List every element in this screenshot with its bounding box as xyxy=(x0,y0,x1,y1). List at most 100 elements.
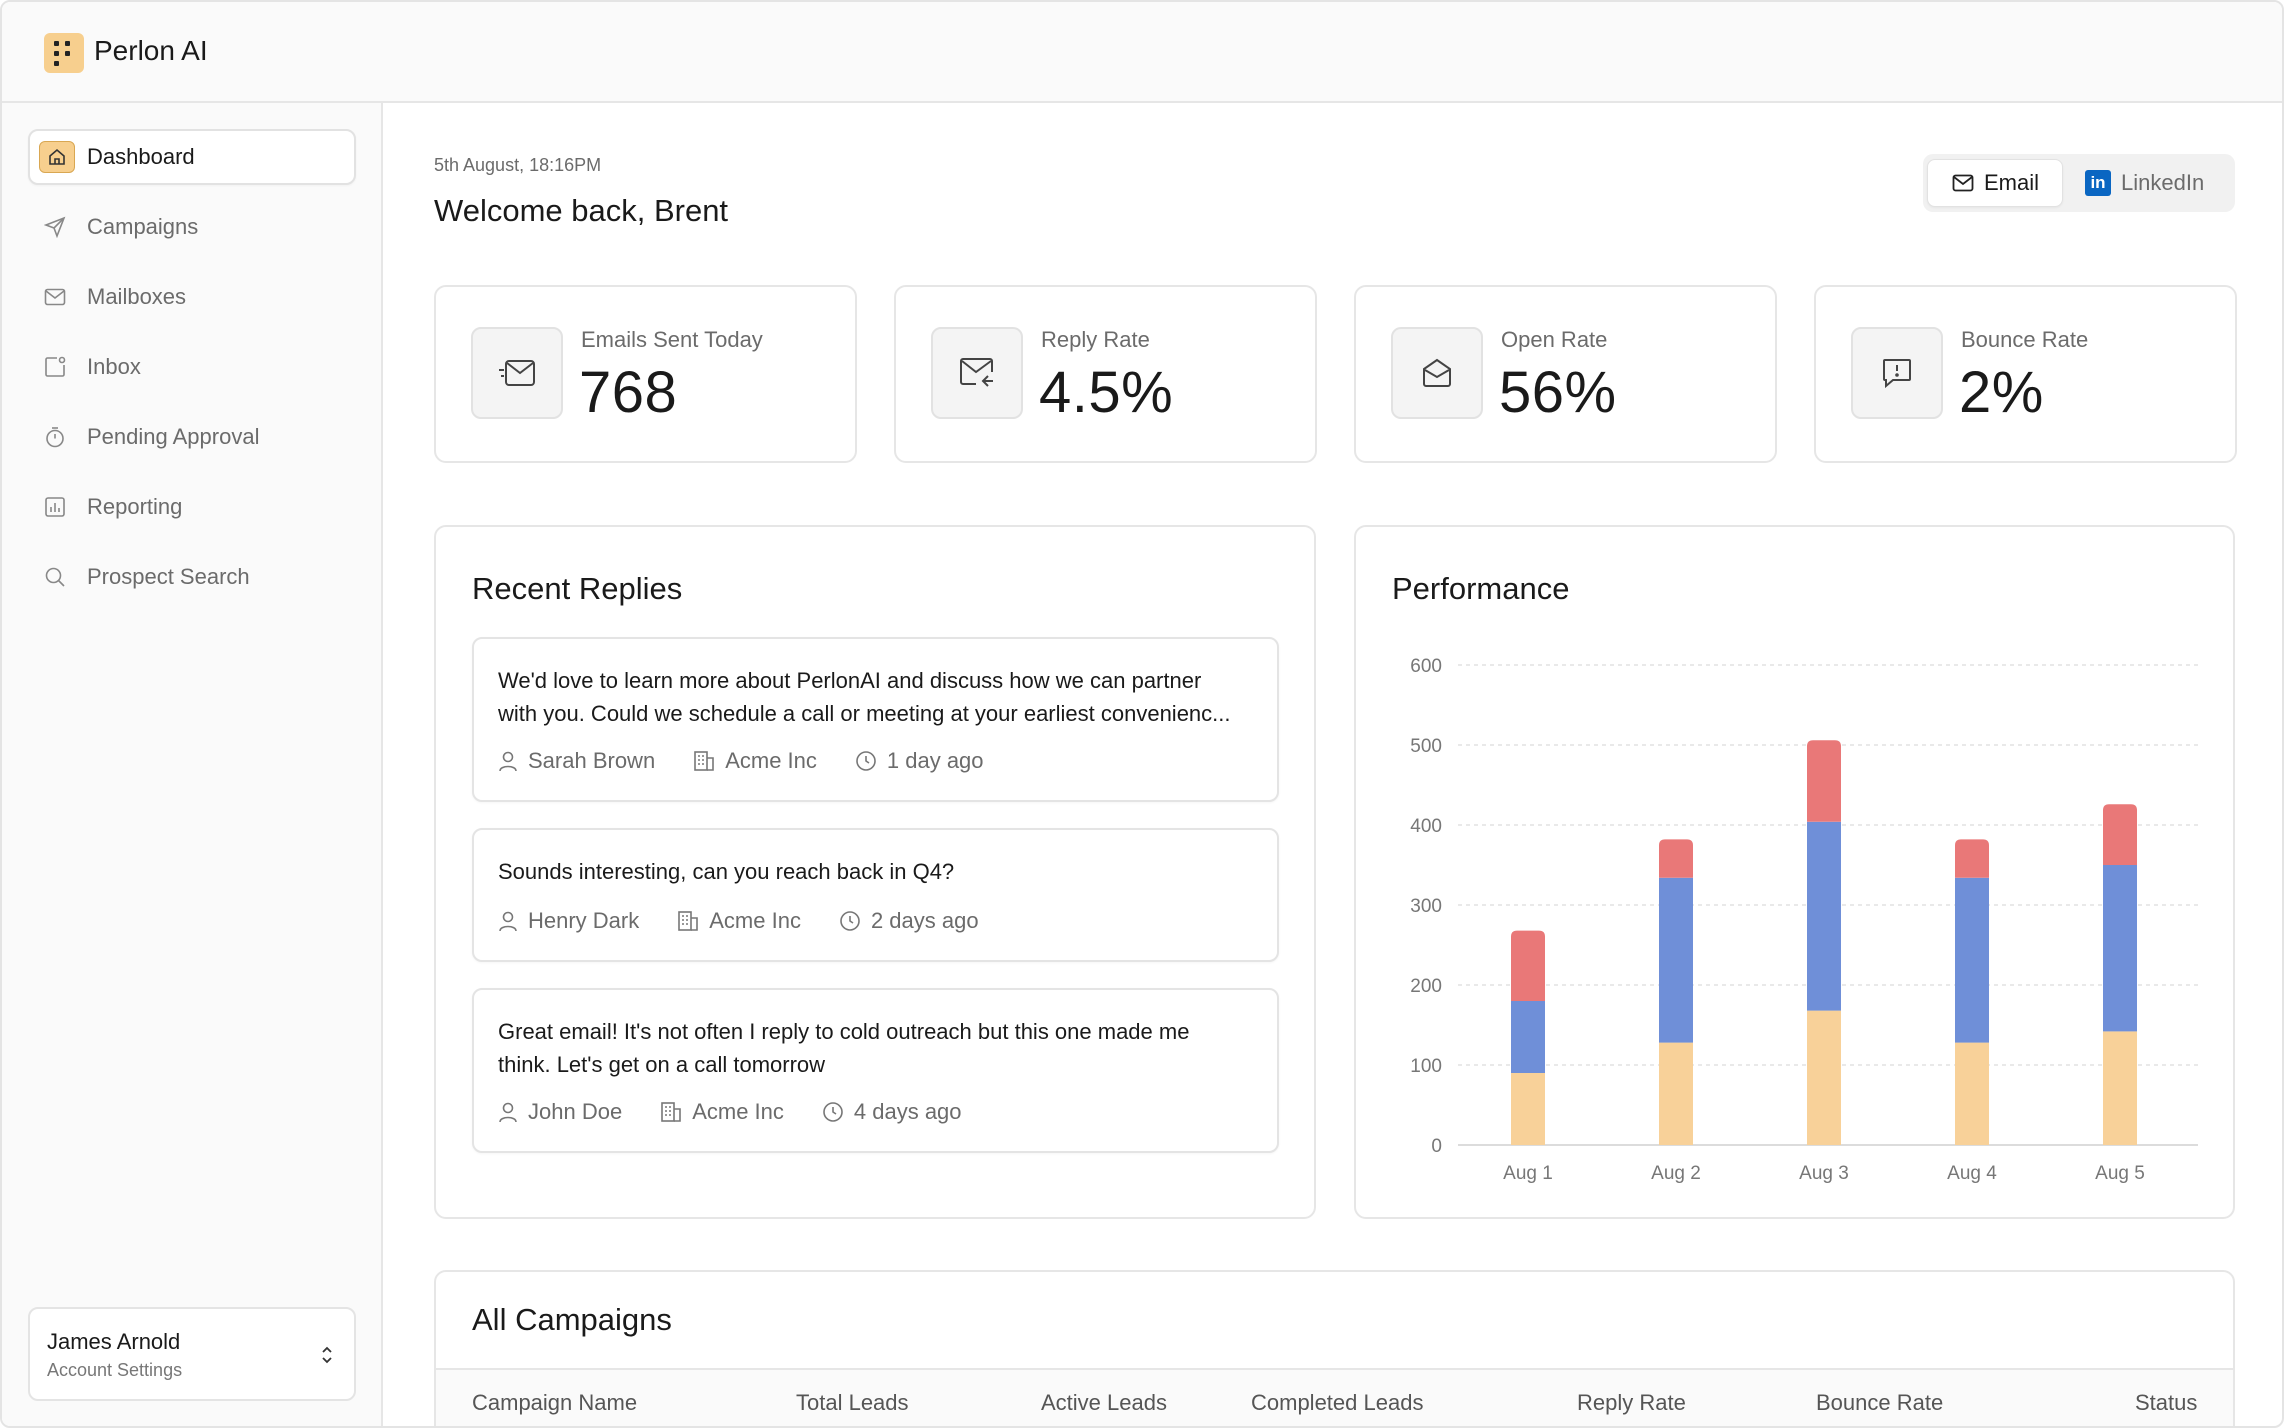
bar-segment[interactable] xyxy=(1511,1073,1545,1145)
sidebar-item-label: Prospect Search xyxy=(87,564,250,589)
stat-value: 2% xyxy=(1959,360,2044,425)
reply-time: 1 day ago xyxy=(855,748,984,774)
building-icon xyxy=(661,1102,681,1122)
column-header-total-leads[interactable]: Total Leads xyxy=(796,1390,909,1415)
channel-toggle: Email in LinkedIn xyxy=(1923,154,2235,212)
bar-segment[interactable] xyxy=(1511,930,1545,1001)
reply-card[interactable]: Great email! It's not often I reply to c… xyxy=(472,988,1279,1153)
y-tick-label: 100 xyxy=(1410,1056,1442,1077)
user-icon xyxy=(499,751,517,772)
recent-replies-title: Recent Replies xyxy=(472,571,683,606)
performance-chart: 0 100 200 300 400 500 600 Aug 1 Aug 2 Aug 3 Aug 4 A… xyxy=(1410,656,2198,1184)
reply-card[interactable]: We'd love to learn more about PerlonAI a… xyxy=(472,637,1279,802)
reply-message: We'd love to learn more about PerlonAI a… xyxy=(498,664,1268,730)
stat-label: Emails Sent Today xyxy=(581,327,763,352)
stat-card-emails-sent: Emails Sent Today 768 xyxy=(434,285,857,463)
account-settings-button[interactable]: James Arnold Account Settings xyxy=(28,1307,356,1401)
column-header-completed-leads[interactable]: Completed Leads xyxy=(1251,1390,1424,1415)
x-tick-label: Aug 2 xyxy=(1651,1163,1701,1184)
account-name: James Arnold xyxy=(47,1329,181,1354)
bar-segment[interactable] xyxy=(1659,1042,1693,1145)
user-icon xyxy=(499,911,517,932)
email-channel-label: Email xyxy=(1984,170,2040,195)
current-datetime: 5th August, 18:16PM xyxy=(434,155,602,175)
timer-icon xyxy=(39,421,71,453)
mail-icon xyxy=(39,281,71,313)
bar-segment[interactable] xyxy=(1807,1010,1841,1145)
reply-time-text: 2 days ago xyxy=(870,908,979,933)
column-header-bounce-rate[interactable]: Bounce Rate xyxy=(1816,1390,1944,1415)
chart-icon xyxy=(39,491,71,523)
all-campaigns-title: All Campaigns xyxy=(472,1302,672,1337)
sidebar-item-campaigns[interactable]: Campaigns xyxy=(28,199,356,255)
bar-segment[interactable] xyxy=(1807,740,1841,822)
sidebar-item-label: Inbox xyxy=(87,354,141,379)
mail-icon xyxy=(1952,174,1974,192)
reply-message: Sounds interesting, can you reach back i… xyxy=(498,855,1268,888)
mail-send-icon xyxy=(471,327,563,419)
stat-card-reply-rate: Reply Rate 4.5% xyxy=(894,285,1317,463)
welcome-heading: Welcome back, Brent xyxy=(434,193,729,228)
search-icon xyxy=(39,561,71,593)
x-tick-label: Aug 1 xyxy=(1503,1163,1553,1184)
clock-icon xyxy=(823,1102,843,1122)
y-tick-label: 400 xyxy=(1410,816,1442,837)
bar-segment[interactable] xyxy=(1955,1042,1989,1145)
x-tick-label: Aug 4 xyxy=(1947,1163,1997,1184)
sidebar-item-prospect-search[interactable]: Prospect Search xyxy=(28,549,356,605)
column-header-status[interactable]: Status xyxy=(2135,1390,2198,1415)
reply-time: 4 days ago xyxy=(822,1099,962,1125)
y-tick-label: 0 xyxy=(1431,1136,1442,1157)
all-campaigns-panel: All Campaigns Campaign Name Total Leads … xyxy=(434,1270,2235,1426)
bar-segment[interactable] xyxy=(1807,821,1841,1011)
reply-text-line: think. Let's get on a call tomorrow xyxy=(498,1052,826,1077)
sidebar-item-pending-approval[interactable]: Pending Approval xyxy=(28,409,356,465)
sidebar-item-inbox[interactable]: Inbox xyxy=(28,339,356,395)
reply-meta: Sarah Brown Acme Inc 1 day ago xyxy=(498,748,1022,774)
stat-card-bounce-rate: Bounce Rate 2% xyxy=(1814,285,2237,463)
reply-company: Acme Inc xyxy=(677,908,801,934)
clock-icon xyxy=(856,751,876,771)
reply-company: Acme Inc xyxy=(660,1099,784,1125)
reply-meta: John Doe Acme Inc 4 days ago xyxy=(498,1099,1000,1125)
sidebar-item-reporting[interactable]: Reporting xyxy=(28,479,356,535)
building-icon xyxy=(694,751,714,771)
sidebar-item-label: Campaigns xyxy=(87,214,199,239)
bar-segment[interactable] xyxy=(1955,877,1989,1043)
bar-segment[interactable] xyxy=(1659,839,1693,878)
home-icon xyxy=(39,141,75,173)
stat-value: 768 xyxy=(579,360,678,425)
app-title: Perlon AI xyxy=(94,35,208,66)
sidebar: Dashboard Campaigns Mailboxes Inbox Pend… xyxy=(2,103,383,1426)
reply-card[interactable]: Sounds interesting, can you reach back i… xyxy=(472,828,1279,962)
email-channel-button[interactable]: Email xyxy=(1927,159,2063,207)
recent-replies-panel: Recent Replies We'd love to learn more a… xyxy=(434,525,1316,1219)
reply-sender: John Doe xyxy=(498,1099,622,1125)
reply-text-line: Great email! It's not often I reply to c… xyxy=(498,1019,1190,1044)
bar-segment[interactable] xyxy=(1955,839,1989,878)
reply-company-name: Acme Inc xyxy=(692,1099,784,1124)
linkedin-channel-button[interactable]: in LinkedIn xyxy=(2085,159,2225,207)
sidebar-item-mailboxes[interactable]: Mailboxes xyxy=(28,269,356,325)
sidebar-item-label: Mailboxes xyxy=(87,284,187,309)
sidebar-item-dashboard[interactable]: Dashboard xyxy=(28,129,356,185)
column-header-reply-rate[interactable]: Reply Rate xyxy=(1577,1390,1686,1415)
bar-segment[interactable] xyxy=(1511,1001,1545,1073)
reply-time: 2 days ago xyxy=(839,908,979,934)
bar-segment[interactable] xyxy=(2103,1031,2137,1145)
stat-value: 4.5% xyxy=(1039,360,1174,425)
performance-title: Performance xyxy=(1392,571,1570,606)
reply-company-name: Acme Inc xyxy=(709,908,801,933)
bar-segment[interactable] xyxy=(2103,804,2137,865)
performance-panel: Performance 0 100 200 300 400 500 600 Aug 1 Aug … xyxy=(1354,525,2235,1219)
column-header-active-leads[interactable]: Active Leads xyxy=(1041,1390,1167,1415)
send-icon xyxy=(39,211,71,243)
user-icon xyxy=(499,1102,517,1123)
inbox-icon xyxy=(39,351,71,383)
stat-value: 56% xyxy=(1499,360,1617,425)
bar-segment[interactable] xyxy=(2103,865,2137,1032)
column-header-campaign-name[interactable]: Campaign Name xyxy=(472,1390,638,1415)
stat-card-open-rate: Open Rate 56% xyxy=(1354,285,1777,463)
bar-segment[interactable] xyxy=(1659,877,1693,1043)
